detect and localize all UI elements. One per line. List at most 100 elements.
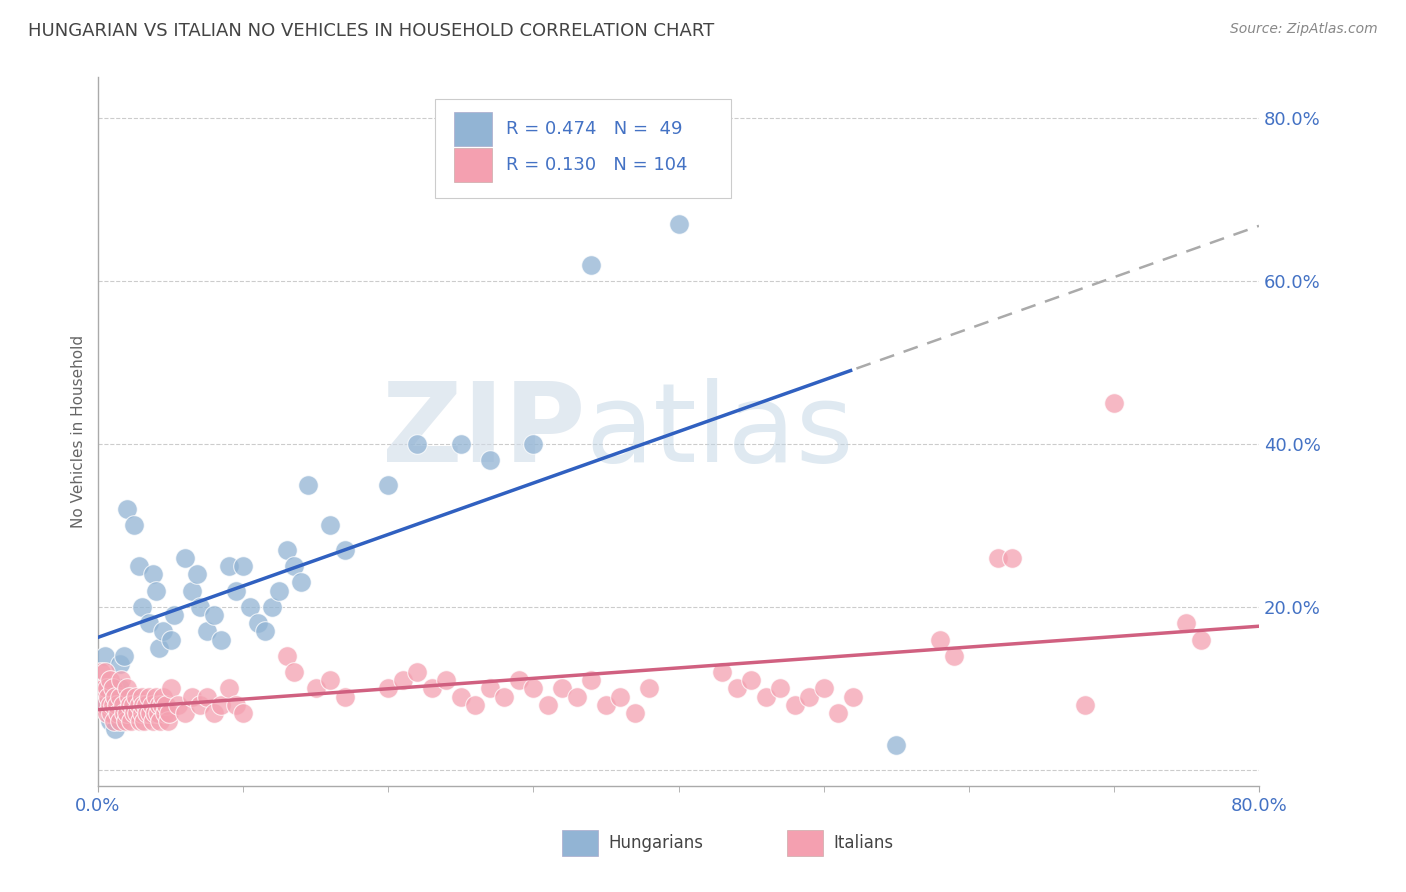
Point xyxy=(565,690,588,704)
Point xyxy=(138,690,160,704)
Point xyxy=(148,698,170,712)
Point xyxy=(174,551,197,566)
Point xyxy=(391,673,413,688)
Point xyxy=(101,698,124,712)
Text: Italians: Italians xyxy=(834,834,894,852)
Point xyxy=(117,690,139,704)
Point xyxy=(118,698,141,712)
Point xyxy=(108,681,131,696)
Point xyxy=(1074,698,1097,712)
Point xyxy=(134,714,156,728)
Point xyxy=(104,690,127,704)
FancyBboxPatch shape xyxy=(434,99,731,198)
Point xyxy=(1189,632,1212,647)
Point xyxy=(127,706,149,720)
Point xyxy=(94,698,117,712)
Point xyxy=(195,690,218,704)
Point xyxy=(155,698,177,712)
Point xyxy=(124,706,146,720)
Point xyxy=(98,714,121,728)
Point xyxy=(152,690,174,704)
Point xyxy=(145,583,167,598)
Point xyxy=(94,648,117,663)
Text: HUNGARIAN VS ITALIAN NO VEHICLES IN HOUSEHOLD CORRELATION CHART: HUNGARIAN VS ITALIAN NO VEHICLES IN HOUS… xyxy=(28,22,714,40)
Point xyxy=(149,714,172,728)
Text: Source: ZipAtlas.com: Source: ZipAtlas.com xyxy=(1230,22,1378,37)
Point xyxy=(141,698,163,712)
Point xyxy=(209,632,232,647)
Point xyxy=(111,698,134,712)
Text: R = 0.474   N =  49: R = 0.474 N = 49 xyxy=(506,120,682,138)
Point xyxy=(253,624,276,639)
Point xyxy=(928,632,950,647)
Point xyxy=(94,698,117,712)
Point xyxy=(136,706,159,720)
Point xyxy=(943,648,966,663)
Point xyxy=(1102,396,1125,410)
Point xyxy=(186,567,208,582)
Point xyxy=(142,567,165,582)
Point xyxy=(377,477,399,491)
Point xyxy=(131,599,153,614)
Point xyxy=(188,698,211,712)
Point xyxy=(551,681,574,696)
Point xyxy=(581,673,603,688)
Point xyxy=(494,690,516,704)
Point xyxy=(152,624,174,639)
Point xyxy=(202,706,225,720)
Point xyxy=(225,583,247,598)
Point xyxy=(987,551,1010,566)
Point xyxy=(120,714,142,728)
Point xyxy=(450,690,472,704)
Point xyxy=(159,632,181,647)
Point xyxy=(105,698,128,712)
Point xyxy=(232,559,254,574)
Point xyxy=(90,665,112,679)
Point xyxy=(239,599,262,614)
Point xyxy=(98,698,121,712)
Point xyxy=(290,575,312,590)
Point xyxy=(624,706,647,720)
Point xyxy=(406,437,429,451)
Point xyxy=(522,681,544,696)
Point xyxy=(107,706,129,720)
Point xyxy=(333,690,356,704)
Point xyxy=(581,258,603,272)
Point xyxy=(283,559,305,574)
Point xyxy=(181,690,204,704)
Point xyxy=(841,690,863,704)
Point xyxy=(450,437,472,451)
Point xyxy=(225,698,247,712)
Point xyxy=(246,616,269,631)
Point xyxy=(740,673,762,688)
Text: R = 0.130   N = 104: R = 0.130 N = 104 xyxy=(506,155,688,174)
Point xyxy=(101,706,124,720)
Point xyxy=(276,542,298,557)
Point xyxy=(94,665,117,679)
Text: atlas: atlas xyxy=(586,378,853,485)
Point xyxy=(725,681,748,696)
Text: ZIP: ZIP xyxy=(382,378,586,485)
Point xyxy=(93,681,115,696)
Point xyxy=(478,681,501,696)
Point xyxy=(98,673,121,688)
Point xyxy=(297,477,319,491)
Point xyxy=(131,706,153,720)
Point xyxy=(114,714,136,728)
Point xyxy=(464,698,486,712)
Point xyxy=(128,559,150,574)
Point xyxy=(797,690,820,704)
Point xyxy=(103,714,125,728)
Point xyxy=(129,714,152,728)
Point xyxy=(96,681,118,696)
Point xyxy=(209,698,232,712)
Point xyxy=(112,648,135,663)
Point xyxy=(1175,616,1198,631)
Text: Hungarians: Hungarians xyxy=(609,834,704,852)
Point xyxy=(769,681,792,696)
Point xyxy=(319,518,342,533)
Point xyxy=(218,559,240,574)
Point xyxy=(125,690,148,704)
Point xyxy=(97,690,120,704)
Point xyxy=(153,706,176,720)
